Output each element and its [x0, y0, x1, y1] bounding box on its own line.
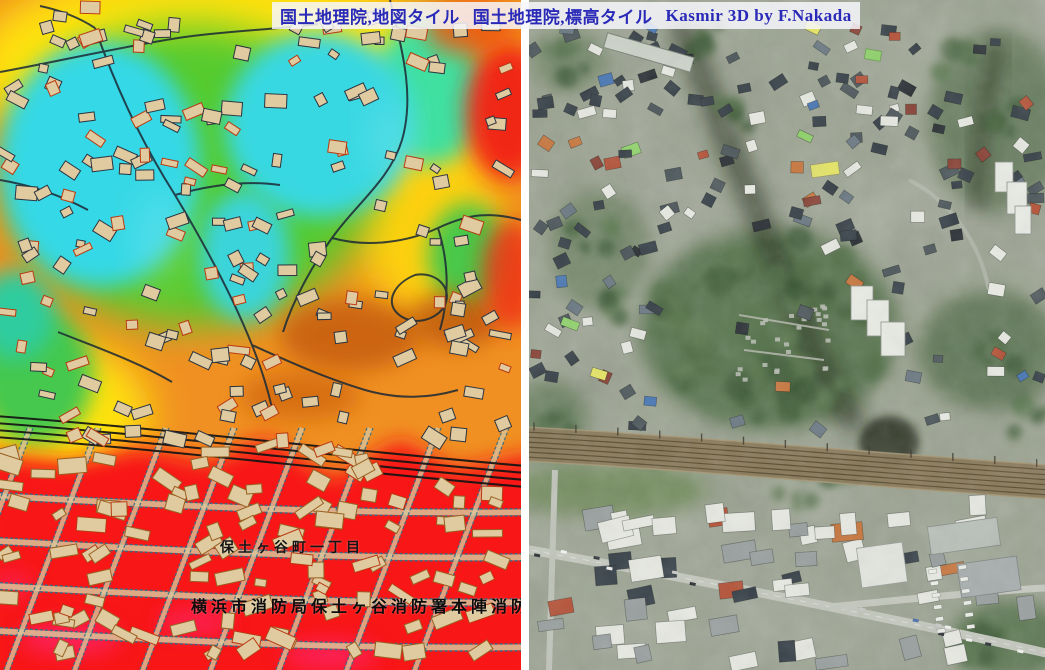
elevation-map-panel[interactable]: 保土ヶ谷町一丁目 横浜市消防局保土ヶ谷消防署本陣消防: [0, 0, 521, 670]
credit-banner: 国土地理院,地図タイル 国土地理院,標高タイル Kasmir 3D by F.N…: [272, 2, 860, 29]
fire-station-label: 横浜市消防局保土ヶ谷消防署本陣消防: [191, 599, 521, 616]
renderer-credit: Kasmir 3D by F.Nakada: [665, 5, 852, 25]
railway-lines-map: [0, 415, 521, 488]
panel-divider: [521, 0, 529, 670]
district-label: 保土ヶ谷町一丁目: [220, 539, 364, 555]
aerial-texture-fine: [529, 0, 1045, 670]
aerial-photo-canvas: [529, 0, 1045, 670]
hill-roads: [0, 0, 521, 409]
elevation-tile-credit: 国土地理院,標高タイル: [472, 8, 653, 27]
elevation-map-canvas: [0, 0, 521, 670]
map-tile-credit: 国土地理院,地図タイル: [280, 8, 460, 27]
aerial-photo-panel[interactable]: [529, 0, 1045, 670]
building-footprints: [0, 0, 516, 662]
